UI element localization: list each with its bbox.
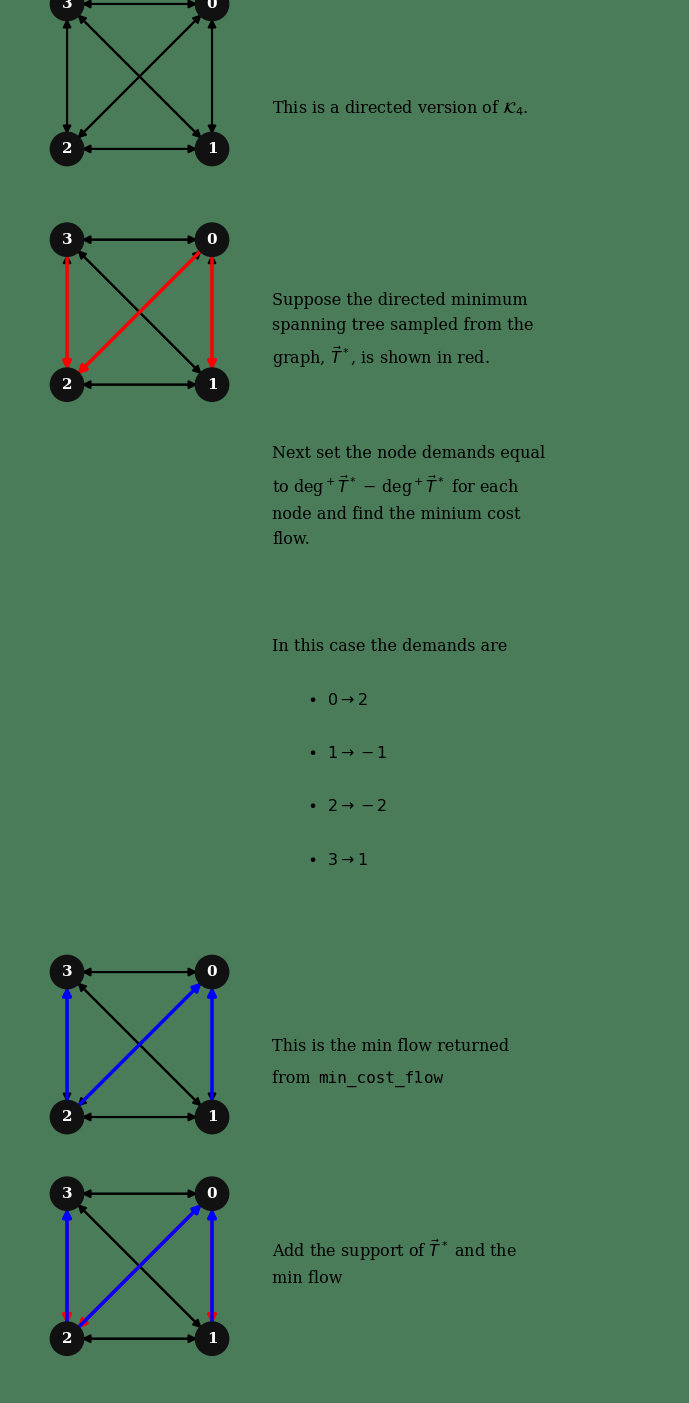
Text: 1: 1 bbox=[207, 1110, 217, 1124]
Text: This is a directed version of $\mathcal{K}_4$.: This is a directed version of $\mathcal{… bbox=[272, 98, 528, 118]
Text: from: from bbox=[272, 1070, 316, 1087]
Ellipse shape bbox=[196, 368, 229, 401]
Ellipse shape bbox=[50, 955, 83, 989]
Text: Add the support of $\vec{T}^*$ and the
min flow: Add the support of $\vec{T}^*$ and the m… bbox=[272, 1237, 517, 1288]
Text: .: . bbox=[413, 1070, 418, 1087]
Text: In this case the demands are: In this case the demands are bbox=[272, 638, 508, 655]
Text: $\bullet$  $2 \rightarrow -2$: $\bullet$ $2 \rightarrow -2$ bbox=[307, 798, 387, 815]
Ellipse shape bbox=[196, 132, 229, 166]
Text: 2: 2 bbox=[62, 1331, 72, 1345]
Text: Next set the node demands equal
to deg$^+\vec{T}^*$ $-$ deg$^+\vec{T}^*$ for eac: Next set the node demands equal to deg$^… bbox=[272, 445, 546, 549]
Text: 0: 0 bbox=[207, 233, 217, 247]
Text: 2: 2 bbox=[62, 142, 72, 156]
Ellipse shape bbox=[196, 955, 229, 989]
Ellipse shape bbox=[50, 223, 83, 257]
Text: 3: 3 bbox=[62, 1187, 72, 1201]
Ellipse shape bbox=[50, 1100, 83, 1134]
Ellipse shape bbox=[196, 1177, 229, 1211]
Text: 0: 0 bbox=[207, 0, 217, 11]
Ellipse shape bbox=[196, 1100, 229, 1134]
Text: 3: 3 bbox=[62, 233, 72, 247]
Text: 0: 0 bbox=[207, 965, 217, 979]
Text: 2: 2 bbox=[62, 377, 72, 391]
Text: This is the min flow returned: This is the min flow returned bbox=[272, 1038, 509, 1055]
Text: 1: 1 bbox=[207, 1331, 217, 1345]
Ellipse shape bbox=[50, 0, 83, 21]
Text: 2: 2 bbox=[62, 1110, 72, 1124]
Ellipse shape bbox=[196, 1322, 229, 1355]
Ellipse shape bbox=[50, 368, 83, 401]
Text: $\bullet$  $1 \rightarrow -1$: $\bullet$ $1 \rightarrow -1$ bbox=[307, 745, 387, 762]
Text: 1: 1 bbox=[207, 377, 217, 391]
Ellipse shape bbox=[50, 132, 83, 166]
Text: Suppose the directed minimum
spanning tree sampled from the
graph, $\vec{T}^*$, : Suppose the directed minimum spanning tr… bbox=[272, 292, 534, 370]
Text: 3: 3 bbox=[62, 965, 72, 979]
Ellipse shape bbox=[50, 1322, 83, 1355]
Text: $\bullet$  $0 \rightarrow 2$: $\bullet$ $0 \rightarrow 2$ bbox=[307, 692, 367, 709]
Text: 3: 3 bbox=[62, 0, 72, 11]
Text: $\bullet$  $3 \rightarrow 1$: $\bullet$ $3 \rightarrow 1$ bbox=[307, 852, 367, 868]
Text: min_cost_flow: min_cost_flow bbox=[318, 1070, 444, 1087]
Text: 1: 1 bbox=[207, 142, 217, 156]
Text: 0: 0 bbox=[207, 1187, 217, 1201]
Ellipse shape bbox=[50, 1177, 83, 1211]
Ellipse shape bbox=[196, 0, 229, 21]
Ellipse shape bbox=[196, 223, 229, 257]
